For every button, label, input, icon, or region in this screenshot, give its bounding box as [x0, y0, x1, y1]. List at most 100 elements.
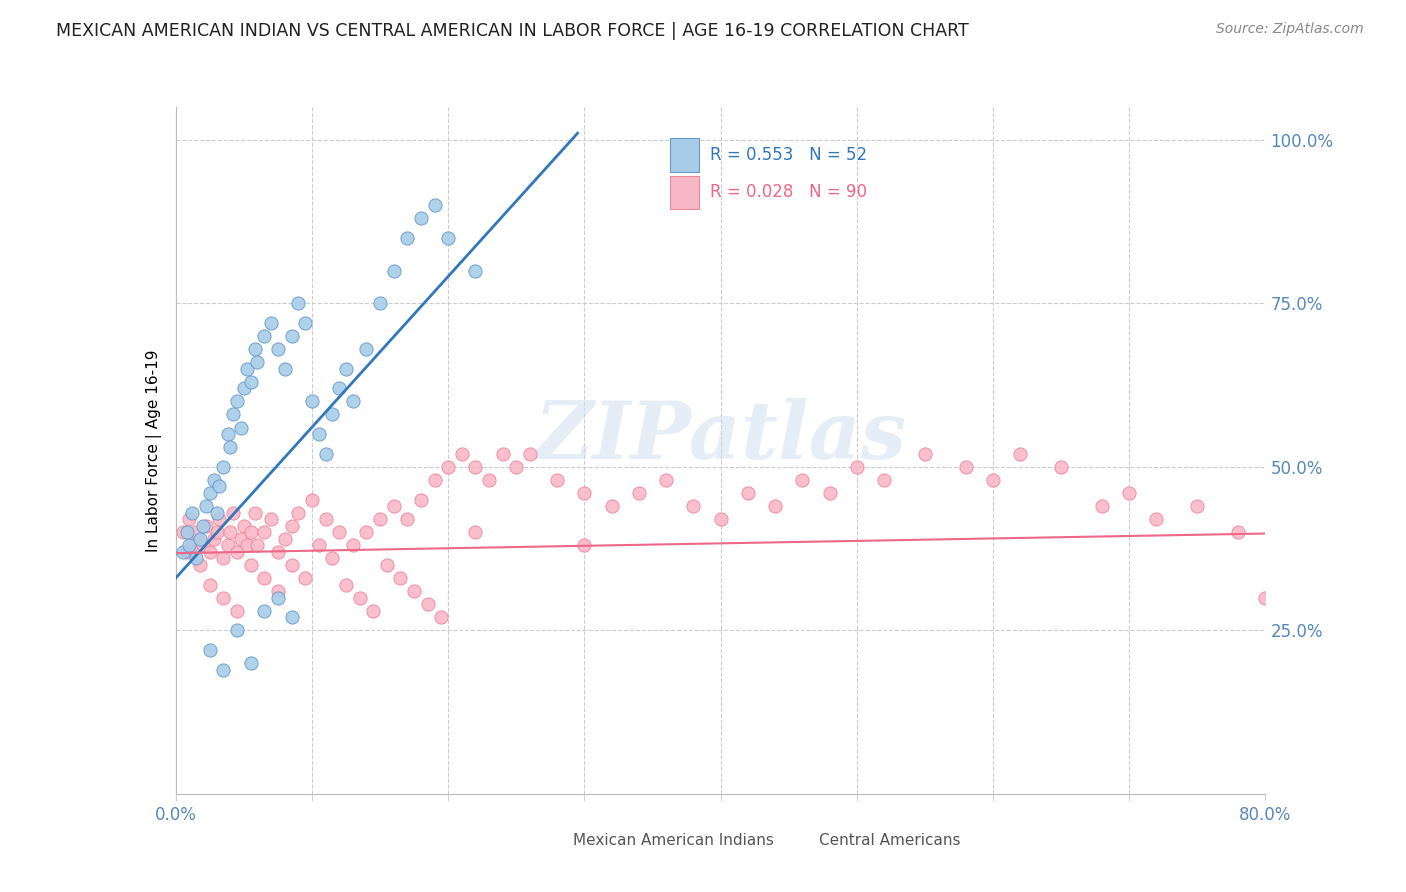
- Point: [287, 506, 309, 520]
- Point: [198, 643, 221, 657]
- Point: [361, 604, 384, 618]
- Point: [450, 447, 472, 461]
- Point: [186, 551, 208, 566]
- Point: [1227, 525, 1250, 540]
- Point: [416, 597, 439, 611]
- Point: [682, 499, 704, 513]
- Point: [464, 263, 486, 277]
- Point: [574, 486, 596, 500]
- Point: [186, 525, 208, 540]
- Point: [208, 479, 231, 493]
- Point: [396, 512, 419, 526]
- Point: [396, 231, 419, 245]
- Point: [546, 473, 568, 487]
- Point: [342, 538, 364, 552]
- Point: [231, 420, 253, 434]
- Point: [274, 532, 297, 546]
- Point: [737, 486, 759, 500]
- Point: [222, 506, 245, 520]
- Point: [253, 571, 276, 585]
- Point: [239, 558, 262, 572]
- Point: [845, 459, 868, 474]
- Point: [315, 512, 337, 526]
- Point: [172, 545, 194, 559]
- Point: [280, 329, 302, 343]
- Point: [437, 459, 460, 474]
- Bar: [669, 138, 699, 171]
- Point: [464, 525, 486, 540]
- Point: [239, 375, 262, 389]
- Point: [176, 545, 198, 559]
- Point: [202, 473, 225, 487]
- Point: [280, 558, 302, 572]
- Point: [226, 394, 249, 409]
- Y-axis label: In Labor Force | Age 16-19: In Labor Force | Age 16-19: [146, 349, 162, 552]
- Point: [328, 381, 350, 395]
- Point: [274, 361, 297, 376]
- Point: [356, 525, 378, 540]
- Point: [955, 459, 977, 474]
- Point: [981, 473, 1004, 487]
- Point: [205, 525, 228, 540]
- Point: [308, 427, 330, 442]
- Point: [181, 538, 204, 552]
- Point: [308, 538, 330, 552]
- Point: [260, 316, 283, 330]
- Point: [219, 525, 242, 540]
- Point: [914, 447, 936, 461]
- Point: [239, 656, 262, 670]
- Point: [172, 525, 194, 540]
- Point: [368, 512, 391, 526]
- Point: [335, 361, 357, 376]
- Point: [219, 440, 242, 454]
- Point: [342, 394, 364, 409]
- Text: MEXICAN AMERICAN INDIAN VS CENTRAL AMERICAN IN LABOR FORCE | AGE 16-19 CORRELATI: MEXICAN AMERICAN INDIAN VS CENTRAL AMERI…: [56, 22, 969, 40]
- Point: [226, 604, 249, 618]
- Point: [423, 473, 446, 487]
- Point: [873, 473, 896, 487]
- Point: [574, 538, 596, 552]
- Point: [375, 558, 398, 572]
- Text: R = 0.028   N = 90: R = 0.028 N = 90: [710, 183, 866, 202]
- Point: [188, 558, 211, 572]
- Point: [239, 525, 262, 540]
- Point: [763, 499, 786, 513]
- Point: [267, 591, 290, 605]
- Point: [226, 624, 249, 638]
- Point: [1091, 499, 1114, 513]
- Text: R = 0.553   N = 52: R = 0.553 N = 52: [710, 146, 868, 164]
- Point: [181, 506, 204, 520]
- Point: [267, 584, 290, 599]
- Point: [235, 538, 257, 552]
- Text: Source: ZipAtlas.com: Source: ZipAtlas.com: [1216, 22, 1364, 37]
- Point: [478, 473, 501, 487]
- Point: [492, 447, 515, 461]
- Point: [792, 473, 814, 487]
- Point: [212, 663, 235, 677]
- Point: [226, 545, 249, 559]
- Point: [1118, 486, 1140, 500]
- Point: [321, 408, 343, 422]
- Point: [194, 518, 217, 533]
- Point: [600, 499, 623, 513]
- Point: [202, 532, 225, 546]
- Point: [246, 355, 269, 369]
- Point: [710, 512, 733, 526]
- Point: [179, 538, 201, 552]
- Point: [655, 473, 678, 487]
- Point: [409, 492, 432, 507]
- Point: [423, 198, 446, 212]
- Point: [1144, 512, 1167, 526]
- Point: [1010, 447, 1032, 461]
- Point: [198, 486, 221, 500]
- Bar: [669, 176, 699, 209]
- Text: ZIPatlas: ZIPatlas: [534, 398, 907, 475]
- Point: [1187, 499, 1209, 513]
- Point: [217, 538, 239, 552]
- Point: [287, 296, 309, 310]
- Point: [217, 427, 239, 442]
- Point: [231, 532, 253, 546]
- Point: [191, 518, 214, 533]
- Point: [243, 506, 266, 520]
- Point: [382, 499, 405, 513]
